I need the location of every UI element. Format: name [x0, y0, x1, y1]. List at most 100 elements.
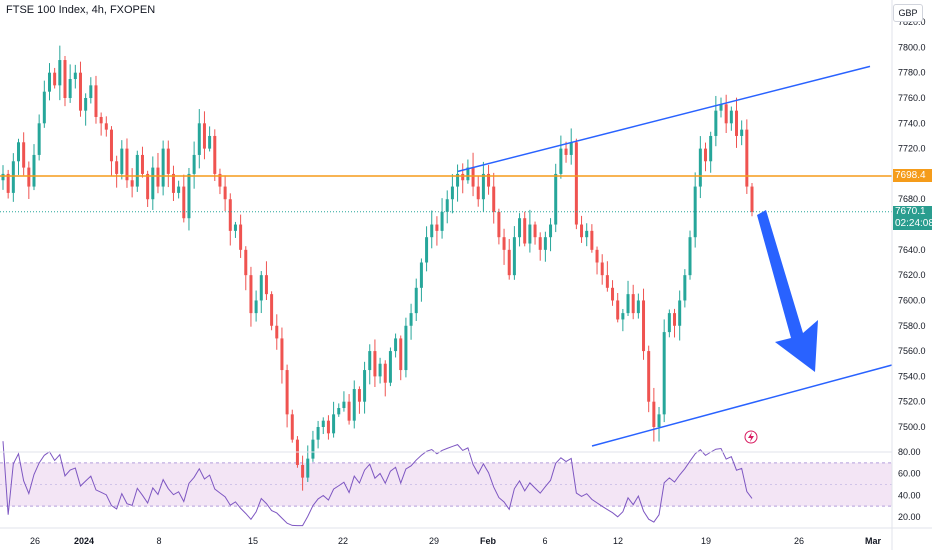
currency-badge[interactable]: GBP [893, 4, 923, 22]
candle-body [280, 338, 284, 371]
candle-body [445, 199, 449, 212]
candle-body [368, 351, 372, 371]
candle-body [533, 224, 537, 238]
candle-body [58, 60, 62, 86]
candle-body [378, 363, 382, 377]
candle-body [218, 173, 222, 187]
candle-body [63, 60, 67, 98]
candle-body [636, 300, 640, 314]
level-price-label: 7698.4 [893, 168, 932, 182]
rsi-line [2, 441, 753, 527]
candle-body [42, 91, 46, 124]
channel-upper-line [457, 65, 871, 173]
candle-body [729, 110, 733, 124]
candle-body [140, 154, 144, 174]
rsi-panel [0, 441, 892, 527]
candle-body [704, 148, 708, 162]
candle-body [53, 72, 57, 86]
candle-body [724, 104, 728, 124]
candle-body [290, 414, 294, 440]
time-tick-label: 12 [613, 536, 623, 546]
candle-body [78, 72, 82, 111]
price-tick-label: 7760.0 [898, 93, 926, 103]
candle-body [745, 129, 749, 187]
current-price-value: 7670.1 [895, 205, 926, 217]
price-tick-label: 7720.0 [898, 144, 926, 154]
candle-body [321, 420, 325, 427]
candle-body [373, 351, 377, 377]
price-tick-label: 7640.0 [898, 245, 926, 255]
candle-body [388, 351, 392, 383]
candle-body [259, 275, 263, 301]
time-tick-label: 2024 [74, 536, 94, 546]
candle-body [631, 294, 635, 314]
candle-body [171, 173, 175, 193]
candle-body [456, 173, 460, 187]
candle-body [99, 116, 103, 124]
candle-body [611, 287, 615, 301]
candle-body [709, 135, 713, 162]
price-tick-label: 7580.0 [898, 321, 926, 331]
lightning-icon [744, 430, 758, 444]
candle-body [667, 313, 671, 333]
candle-body [363, 370, 367, 402]
candle-body [549, 224, 553, 238]
candle-body [430, 224, 434, 238]
candle-body [182, 186, 186, 219]
candle-body [146, 173, 150, 200]
time-tick-label: 22 [338, 536, 348, 546]
candle-body [89, 85, 93, 98]
candle-body [523, 218, 527, 244]
price-tick-label: 7560.0 [898, 346, 926, 356]
price-tick-label: 7680.0 [898, 194, 926, 204]
candle-body [156, 167, 160, 187]
candle-body [264, 275, 268, 295]
rsi-tick-label: 60.00 [898, 469, 921, 479]
candles [1, 45, 754, 491]
candle-body [621, 313, 625, 320]
candle-body [249, 275, 253, 314]
candle-body [208, 135, 212, 149]
candle-body [419, 262, 423, 288]
candle-body [125, 148, 129, 181]
down-arrow-icon [757, 210, 818, 372]
candle-body [564, 148, 568, 155]
candle-body [332, 414, 336, 434]
candle-body [37, 123, 41, 155]
candle-body [605, 275, 609, 288]
candle-body [590, 230, 594, 250]
candle-body [342, 401, 346, 409]
candle-body [487, 173, 491, 187]
candle-body [574, 142, 578, 225]
candle-body [68, 79, 72, 98]
candle-body [316, 427, 320, 440]
candle-body [719, 104, 723, 111]
candle-body [435, 224, 439, 231]
candle-body [580, 224, 584, 238]
candle-body [585, 230, 589, 238]
candle-body [657, 414, 661, 427]
candle-body [202, 123, 206, 149]
candle-body [326, 420, 330, 434]
candle-body [471, 167, 475, 187]
candle-body [233, 224, 237, 231]
candle-body [73, 72, 77, 80]
candle-body [337, 408, 341, 415]
candle-body [642, 300, 646, 352]
price-tick-label: 7540.0 [898, 371, 926, 381]
candle-body [16, 142, 20, 162]
candle-body [151, 167, 155, 200]
candle-body [528, 224, 532, 244]
candle-body [228, 199, 232, 231]
candle-body [662, 332, 666, 415]
candle-body [647, 351, 651, 402]
candle-body [688, 237, 692, 276]
candle-body [404, 325, 408, 371]
time-tick-label: 29 [429, 536, 439, 546]
time-tick-label: 15 [248, 536, 258, 546]
candle-body [740, 129, 744, 136]
rsi-tick-label: 40.00 [898, 490, 921, 500]
candle-body [409, 313, 413, 326]
